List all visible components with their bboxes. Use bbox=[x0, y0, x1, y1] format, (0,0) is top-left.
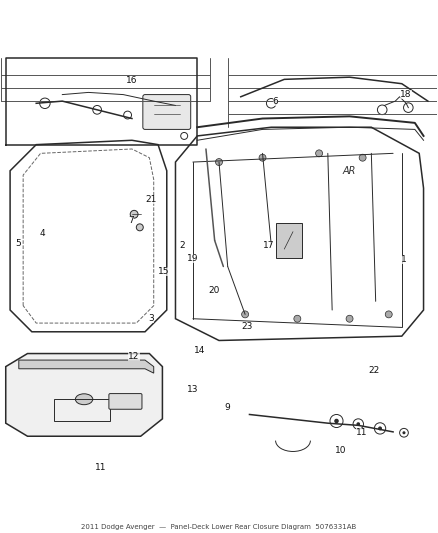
Circle shape bbox=[215, 158, 223, 166]
Text: 13: 13 bbox=[187, 385, 199, 394]
Circle shape bbox=[378, 426, 382, 430]
Text: 2011 Dodge Avenger  —  Panel-Deck Lower Rear Closure Diagram  5076331AB: 2011 Dodge Avenger — Panel-Deck Lower Re… bbox=[81, 524, 357, 530]
Circle shape bbox=[334, 419, 339, 423]
Text: 15: 15 bbox=[158, 267, 169, 276]
Text: 6: 6 bbox=[273, 98, 279, 107]
Text: 14: 14 bbox=[194, 345, 205, 354]
Text: 20: 20 bbox=[208, 286, 219, 295]
Text: 12: 12 bbox=[128, 352, 140, 361]
Text: 11: 11 bbox=[356, 428, 367, 437]
Circle shape bbox=[294, 315, 301, 322]
Polygon shape bbox=[19, 360, 154, 373]
Text: 4: 4 bbox=[40, 229, 46, 238]
Text: 3: 3 bbox=[148, 314, 155, 323]
Text: 11: 11 bbox=[95, 463, 106, 472]
Circle shape bbox=[259, 154, 266, 161]
Circle shape bbox=[130, 211, 138, 218]
Text: 16: 16 bbox=[126, 76, 138, 85]
FancyBboxPatch shape bbox=[109, 393, 142, 409]
Bar bbox=[276, 223, 302, 258]
Text: 23: 23 bbox=[242, 322, 253, 331]
Text: 10: 10 bbox=[335, 446, 346, 455]
Text: 5: 5 bbox=[15, 239, 21, 248]
Text: 21: 21 bbox=[145, 195, 156, 204]
Text: 18: 18 bbox=[400, 90, 412, 99]
Polygon shape bbox=[6, 353, 162, 436]
Text: 19: 19 bbox=[187, 254, 199, 263]
Text: 1: 1 bbox=[401, 255, 407, 264]
Circle shape bbox=[359, 154, 366, 161]
Circle shape bbox=[403, 431, 406, 434]
Text: 7: 7 bbox=[128, 216, 134, 225]
Circle shape bbox=[385, 311, 392, 318]
Text: AR: AR bbox=[343, 166, 356, 176]
FancyBboxPatch shape bbox=[143, 94, 191, 130]
Text: 17: 17 bbox=[263, 241, 275, 250]
Text: 22: 22 bbox=[368, 366, 379, 375]
Circle shape bbox=[357, 422, 360, 426]
Bar bbox=[53, 399, 110, 421]
Text: 9: 9 bbox=[225, 403, 230, 413]
Circle shape bbox=[136, 224, 143, 231]
Circle shape bbox=[346, 315, 353, 322]
Ellipse shape bbox=[75, 394, 93, 405]
Circle shape bbox=[316, 150, 322, 157]
Circle shape bbox=[242, 311, 249, 318]
Text: 2: 2 bbox=[179, 241, 185, 250]
